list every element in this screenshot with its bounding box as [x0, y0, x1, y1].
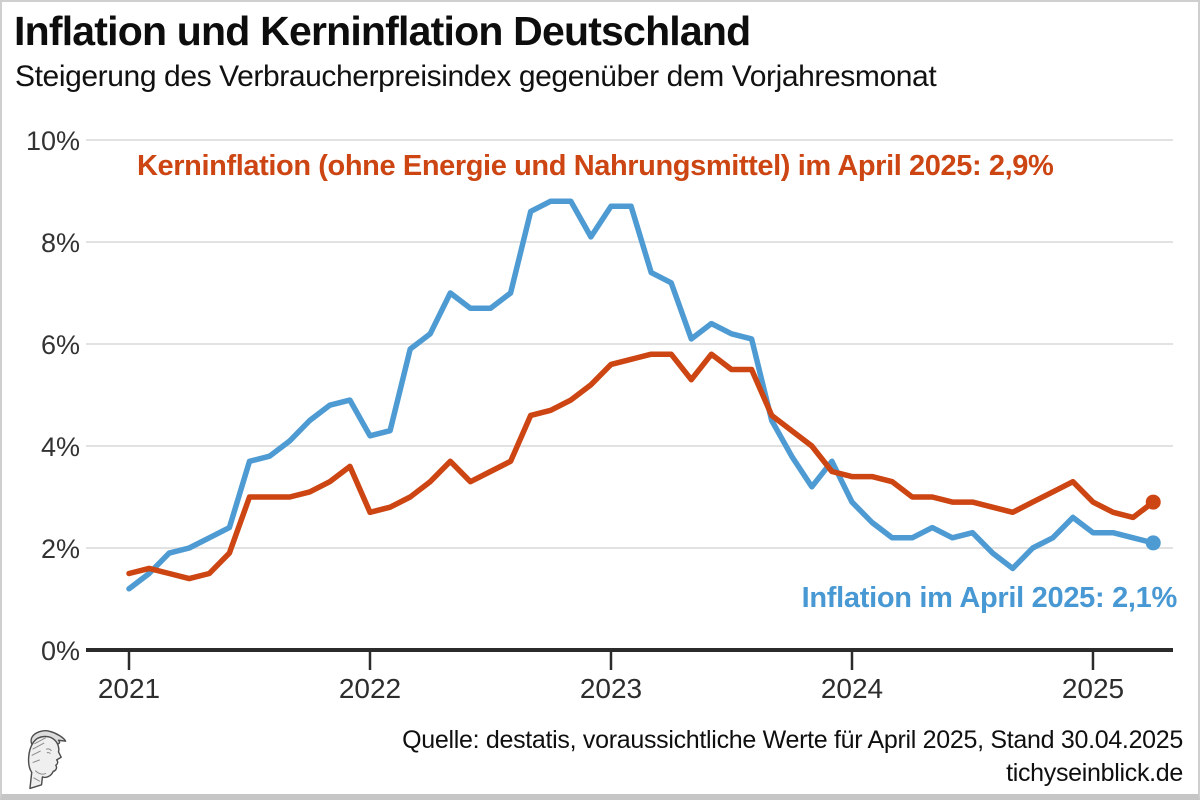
y-axis-label: 2%: [41, 534, 80, 564]
x-axis-label: 2025: [1062, 673, 1124, 704]
series-end-dot-inflation: [1145, 535, 1161, 551]
x-axis-label: 2024: [821, 673, 883, 704]
tichyseinblick-head-logo: [27, 730, 67, 790]
core-inflation-annotation: Kerninflation (ohne Energie und Nahrungs…: [137, 150, 1054, 182]
y-axis-label: 0%: [41, 636, 80, 666]
series-line-inflation: [126, 198, 1156, 592]
y-axis-label: 8%: [41, 228, 80, 258]
page-title: Inflation und Kerninflation Deutschland: [14, 8, 751, 54]
y-axis-label: 10%: [26, 126, 80, 156]
x-axis-label: 2021: [98, 673, 160, 704]
page-subtitle: Steigerung des Verbraucherpreisindex geg…: [15, 60, 937, 93]
y-axis-label: 4%: [41, 432, 80, 462]
headline-inflation-annotation: Inflation im April 2025: 2,1%: [801, 582, 1178, 614]
series-end-dot-kerninflation: [1145, 494, 1161, 510]
y-axis-label: 6%: [41, 330, 80, 360]
site-name: tichyseinblick.de: [1006, 759, 1183, 787]
x-axis-label: 2023: [580, 673, 642, 704]
x-axis-label: 2022: [339, 673, 401, 704]
source-line: Quelle: destatis, voraussichtliche Werte…: [402, 726, 1183, 754]
source-attribution: Quelle: destatis, voraussichtliche Werte…: [402, 724, 1183, 790]
series-line-kerninflation: [126, 351, 1156, 582]
